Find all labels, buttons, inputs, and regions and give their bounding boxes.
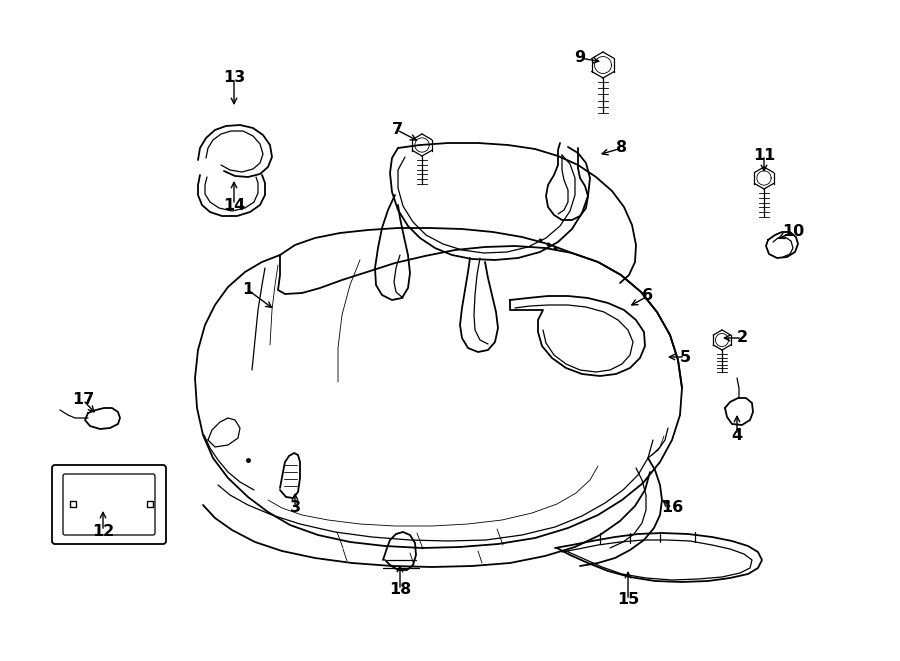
FancyBboxPatch shape (52, 465, 166, 544)
Text: 15: 15 (616, 592, 639, 607)
Text: 7: 7 (392, 122, 402, 137)
Text: 2: 2 (736, 330, 748, 346)
Text: 18: 18 (389, 582, 411, 598)
Text: 10: 10 (782, 225, 804, 239)
Text: 17: 17 (72, 393, 94, 407)
Text: 13: 13 (223, 71, 245, 85)
Text: 4: 4 (732, 428, 742, 442)
Text: 6: 6 (643, 288, 653, 303)
Text: 5: 5 (680, 350, 690, 364)
Text: 12: 12 (92, 524, 114, 539)
Text: 8: 8 (616, 141, 627, 155)
FancyBboxPatch shape (63, 474, 155, 535)
Text: 16: 16 (661, 500, 683, 516)
Text: 1: 1 (242, 282, 254, 297)
Text: 14: 14 (223, 198, 245, 212)
Text: 11: 11 (753, 147, 775, 163)
Text: 3: 3 (290, 500, 301, 516)
Text: 9: 9 (574, 50, 586, 65)
